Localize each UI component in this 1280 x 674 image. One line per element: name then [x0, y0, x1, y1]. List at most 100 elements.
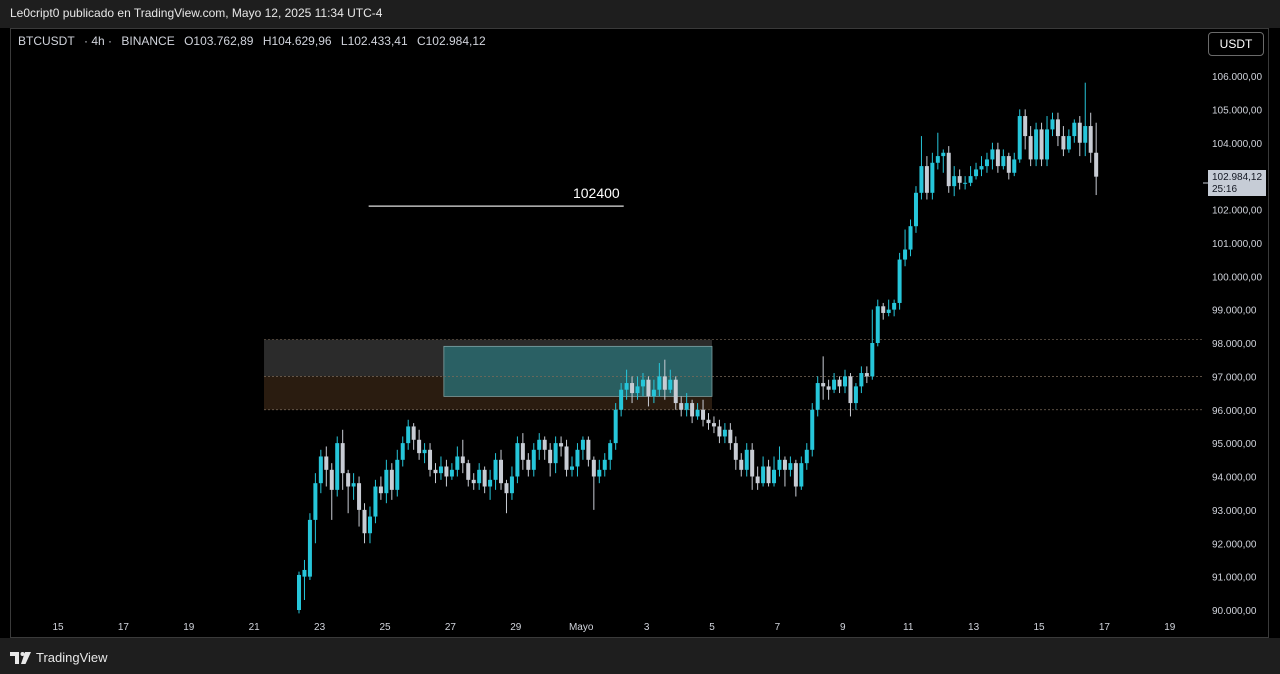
- candle-down: [793, 463, 798, 487]
- candle-down: [460, 456, 465, 464]
- candle-up: [395, 459, 400, 490]
- candle-up: [553, 443, 558, 464]
- candle-up: [509, 476, 514, 494]
- candle-up: [335, 443, 340, 490]
- y-tick-label: 97.000,00: [1212, 372, 1257, 383]
- candle-up: [919, 166, 924, 193]
- candle-down: [1028, 136, 1033, 160]
- low-value: L102.433,41: [340, 34, 408, 48]
- y-tick-label: 93.000,00: [1212, 506, 1257, 517]
- candle-down: [646, 379, 651, 397]
- candle-up: [668, 379, 673, 390]
- x-tick-label: 27: [445, 622, 457, 633]
- last-price-tag: 102.984,12 25:16: [1208, 170, 1266, 196]
- interval[interactable]: · 4h ·: [84, 34, 113, 48]
- candle-down: [591, 459, 596, 477]
- candle-up: [930, 162, 935, 193]
- x-tick-label: 11: [903, 622, 914, 633]
- candle-up: [537, 439, 542, 450]
- candle-up: [624, 383, 629, 390]
- candle-down: [520, 443, 525, 460]
- candle-up: [843, 376, 847, 387]
- x-tick-label: 17: [118, 622, 130, 633]
- candle-down: [329, 469, 334, 490]
- candle-down: [1077, 122, 1082, 143]
- candle-up: [788, 463, 793, 470]
- candle-up: [302, 569, 307, 577]
- brand-name: TradingView: [36, 650, 108, 665]
- candle-down: [417, 439, 422, 454]
- candle-up: [990, 149, 995, 160]
- candle-up: [935, 156, 940, 163]
- candle-down: [837, 379, 842, 387]
- candle-up: [804, 449, 809, 464]
- y-tick-label: 105.000,00: [1212, 105, 1262, 116]
- candle-up: [493, 459, 498, 480]
- candle-up: [575, 449, 580, 467]
- y-tick-label: 96.000,00: [1212, 406, 1257, 417]
- currency-button[interactable]: USDT: [1208, 32, 1264, 56]
- candle-up: [477, 469, 482, 484]
- candle-down: [679, 403, 684, 410]
- candle-up: [892, 302, 897, 310]
- candle-up: [406, 426, 411, 444]
- candle-up: [455, 456, 460, 470]
- candle-down: [881, 306, 886, 313]
- y-tick-label: 94.000,00: [1212, 473, 1257, 484]
- candle-up: [1012, 159, 1017, 173]
- candle-down: [946, 152, 951, 187]
- candle-up: [297, 574, 301, 610]
- bar-countdown: 25:16: [1212, 184, 1238, 195]
- candle-down: [701, 409, 706, 420]
- candle-up: [772, 469, 777, 484]
- x-tick-label: 3: [644, 622, 650, 633]
- candle-down: [826, 386, 831, 390]
- x-tick-label: 17: [1099, 622, 1111, 633]
- candle-up: [619, 389, 624, 410]
- x-tick-label: 15: [52, 622, 64, 633]
- candle-up: [602, 459, 607, 470]
- y-tick-label: 100.000,00: [1212, 272, 1262, 283]
- tradingview-brand[interactable]: TradingView: [10, 650, 108, 665]
- candle-down: [755, 476, 760, 484]
- candle-up: [974, 169, 979, 177]
- candle-up: [979, 166, 984, 170]
- high-value: H104.629,96: [262, 34, 332, 48]
- candle-down: [466, 463, 471, 480]
- candle-down: [706, 419, 711, 424]
- candle-up: [580, 439, 585, 450]
- candle-down: [662, 376, 667, 390]
- candle-down: [428, 449, 433, 470]
- ohlc-legend: BTCUSDT · 4h · BINANCE O103.762,89 H104.…: [18, 34, 492, 48]
- candle-up: [870, 343, 875, 377]
- candle-down: [548, 449, 553, 464]
- x-tick-label: 9: [840, 622, 846, 633]
- x-tick-label: 5: [709, 622, 715, 633]
- candle-down: [378, 486, 383, 494]
- x-tick-label: Mayo: [569, 622, 594, 633]
- candle-down: [1006, 156, 1011, 173]
- candle-up: [761, 466, 766, 484]
- candle-down: [1088, 126, 1093, 153]
- candle-up: [515, 443, 520, 477]
- candle-down: [739, 459, 744, 470]
- candle-up: [438, 466, 443, 474]
- candle-up: [832, 379, 837, 390]
- y-tick-label: 106.000,00: [1212, 72, 1262, 83]
- candle-down: [924, 166, 929, 193]
- candle-down: [586, 439, 591, 460]
- candle-up: [859, 373, 864, 387]
- x-tick-label: 13: [968, 622, 980, 633]
- candle-up: [695, 409, 700, 417]
- zone-target: [443, 345, 713, 397]
- candle-down: [728, 429, 733, 444]
- x-tick-label: 29: [510, 622, 522, 633]
- candle-down: [630, 383, 635, 394]
- candle-down: [362, 509, 367, 534]
- symbol-name[interactable]: BTCUSDT: [18, 34, 75, 48]
- y-tick-label: 95.000,00: [1212, 439, 1257, 450]
- last-price: 102.984,12: [1212, 172, 1263, 183]
- candle-up: [1034, 129, 1039, 160]
- candle-down: [559, 443, 564, 447]
